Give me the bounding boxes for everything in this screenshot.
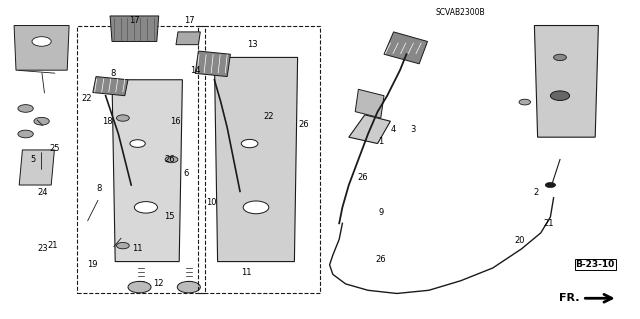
Text: 22: 22 — [81, 94, 92, 103]
Text: 21: 21 — [48, 241, 58, 250]
Text: 6: 6 — [183, 169, 188, 178]
Text: 14: 14 — [190, 66, 200, 75]
Polygon shape — [534, 26, 598, 137]
Polygon shape — [214, 57, 298, 262]
Circle shape — [134, 202, 157, 213]
Text: 25: 25 — [49, 144, 60, 153]
Text: 17: 17 — [129, 16, 140, 25]
Text: 9: 9 — [378, 208, 383, 217]
Text: 15: 15 — [164, 212, 175, 221]
Text: SCVAB2300B: SCVAB2300B — [436, 8, 486, 17]
Circle shape — [18, 105, 33, 112]
Circle shape — [18, 130, 33, 138]
Polygon shape — [19, 150, 54, 185]
Text: 17: 17 — [184, 16, 195, 25]
Polygon shape — [112, 80, 182, 262]
Circle shape — [243, 201, 269, 214]
Text: 26: 26 — [358, 173, 368, 182]
Polygon shape — [355, 89, 384, 118]
Text: 4: 4 — [391, 125, 396, 134]
Circle shape — [128, 281, 151, 293]
Polygon shape — [349, 115, 390, 144]
Circle shape — [165, 156, 178, 163]
Text: 10: 10 — [206, 198, 216, 207]
Text: 24: 24 — [38, 189, 48, 197]
Polygon shape — [110, 16, 159, 41]
Circle shape — [545, 182, 556, 188]
Text: 16: 16 — [170, 117, 180, 126]
Text: 22: 22 — [264, 112, 274, 121]
Circle shape — [554, 54, 566, 61]
Circle shape — [34, 117, 49, 125]
Polygon shape — [195, 51, 230, 77]
Polygon shape — [93, 77, 128, 96]
Circle shape — [550, 91, 570, 100]
Polygon shape — [176, 32, 200, 45]
Circle shape — [177, 281, 200, 293]
Circle shape — [130, 140, 145, 147]
Text: 5: 5 — [31, 155, 36, 164]
Text: 13: 13 — [248, 40, 258, 49]
Circle shape — [241, 139, 258, 148]
Text: 21: 21 — [544, 219, 554, 228]
Circle shape — [32, 37, 51, 46]
Text: 20: 20 — [515, 236, 525, 245]
Text: 8: 8 — [97, 184, 102, 193]
Text: 12: 12 — [153, 279, 163, 288]
Text: 11: 11 — [132, 244, 143, 253]
Text: 23: 23 — [38, 244, 48, 253]
Text: 2: 2 — [533, 189, 538, 197]
Text: 26: 26 — [164, 155, 175, 164]
Text: B-23-10: B-23-10 — [575, 260, 615, 269]
Text: 19: 19 — [88, 260, 98, 269]
Circle shape — [116, 242, 129, 249]
Text: FR.: FR. — [559, 293, 579, 303]
Text: 1: 1 — [378, 137, 383, 146]
Text: 26: 26 — [376, 256, 386, 264]
Polygon shape — [14, 26, 69, 70]
Circle shape — [116, 115, 129, 121]
Text: 18: 18 — [102, 117, 113, 126]
Polygon shape — [384, 32, 428, 64]
Text: 3: 3 — [410, 125, 415, 134]
Text: 8: 8 — [111, 69, 116, 78]
Text: 26: 26 — [299, 120, 309, 129]
Text: 11: 11 — [241, 268, 252, 277]
Circle shape — [519, 99, 531, 105]
